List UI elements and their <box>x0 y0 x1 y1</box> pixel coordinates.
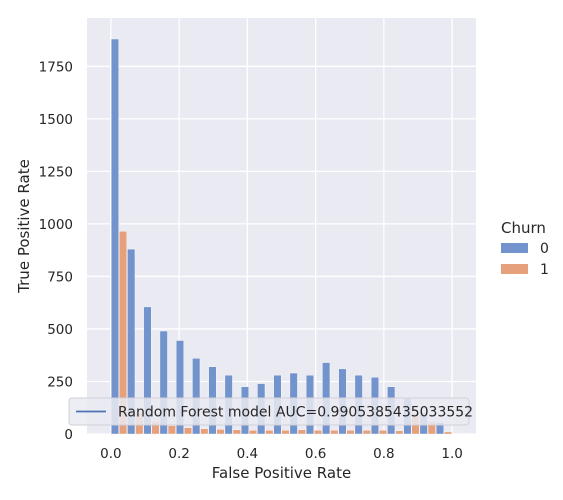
bar-churn-1 <box>216 429 225 435</box>
bar-churn-1 <box>444 431 453 435</box>
bar-churn-0 <box>175 340 184 435</box>
y-tick-label: 250 <box>47 374 73 390</box>
bar-churn-1 <box>119 231 128 435</box>
bar-churn-1 <box>184 427 193 435</box>
bar-churn-1 <box>232 429 241 435</box>
x-tick-label: 1.0 <box>441 446 462 462</box>
x-tick-label: 0.4 <box>237 446 258 462</box>
bar-churn-1 <box>297 429 306 435</box>
x-tick-label: 0.8 <box>373 446 394 462</box>
bar-churn-1 <box>249 430 258 435</box>
y-axis-label: True Positive Rate <box>15 159 33 294</box>
y-tick-label: 1250 <box>39 164 73 180</box>
bar-churn-1 <box>395 430 404 435</box>
legend-swatch-1 <box>501 264 528 274</box>
x-tick-label: 0.2 <box>168 446 189 462</box>
churn-legend: Churn 0 1 <box>501 219 549 278</box>
line-legend-label: Random Forest model AUC=0.99053854350335… <box>118 405 473 421</box>
bar-churn-1 <box>314 430 323 435</box>
bar-churn-1 <box>167 425 176 435</box>
y-tick-label: 1750 <box>39 59 73 75</box>
bar-churn-1 <box>346 430 355 435</box>
legend-swatch-0 <box>501 243 528 253</box>
legend-title: Churn <box>501 219 546 237</box>
x-tick-label: 0.6 <box>305 446 326 462</box>
x-axis-ticks: 0.0 0.2 0.4 0.6 0.8 1.0 <box>100 446 463 462</box>
y-tick-label: 0 <box>64 427 73 443</box>
bar-churn-1 <box>330 430 339 435</box>
bar-churn-0 <box>192 358 201 435</box>
bar-churn-1 <box>379 430 388 435</box>
line-legend: Random Forest model AUC=0.99053854350335… <box>68 397 473 426</box>
bar-churn-1 <box>200 428 209 435</box>
y-tick-label: 750 <box>47 269 73 285</box>
legend-label-1: 1 <box>540 262 549 278</box>
bar-churn-0 <box>159 330 168 435</box>
bar-churn-1 <box>362 430 371 435</box>
x-tick-label: 0.0 <box>100 446 121 462</box>
bar-churn-1 <box>265 430 274 435</box>
y-tick-label: 1000 <box>39 217 73 233</box>
bar-churn-0 <box>127 248 136 435</box>
x-axis-label: False Positive Rate <box>212 464 351 482</box>
grid <box>87 18 476 435</box>
line-legend-box <box>68 397 470 426</box>
y-tick-label: 500 <box>47 322 73 338</box>
bar-churn-1 <box>281 430 290 435</box>
bar-churn-0 <box>110 38 119 435</box>
plot-area <box>87 18 476 434</box>
legend-label-0: 0 <box>540 241 549 257</box>
bar-churn-0 <box>143 306 152 435</box>
y-axis-ticks: 0 250 500 750 1000 1250 1500 1750 <box>39 59 73 443</box>
y-tick-label: 1500 <box>39 112 73 128</box>
